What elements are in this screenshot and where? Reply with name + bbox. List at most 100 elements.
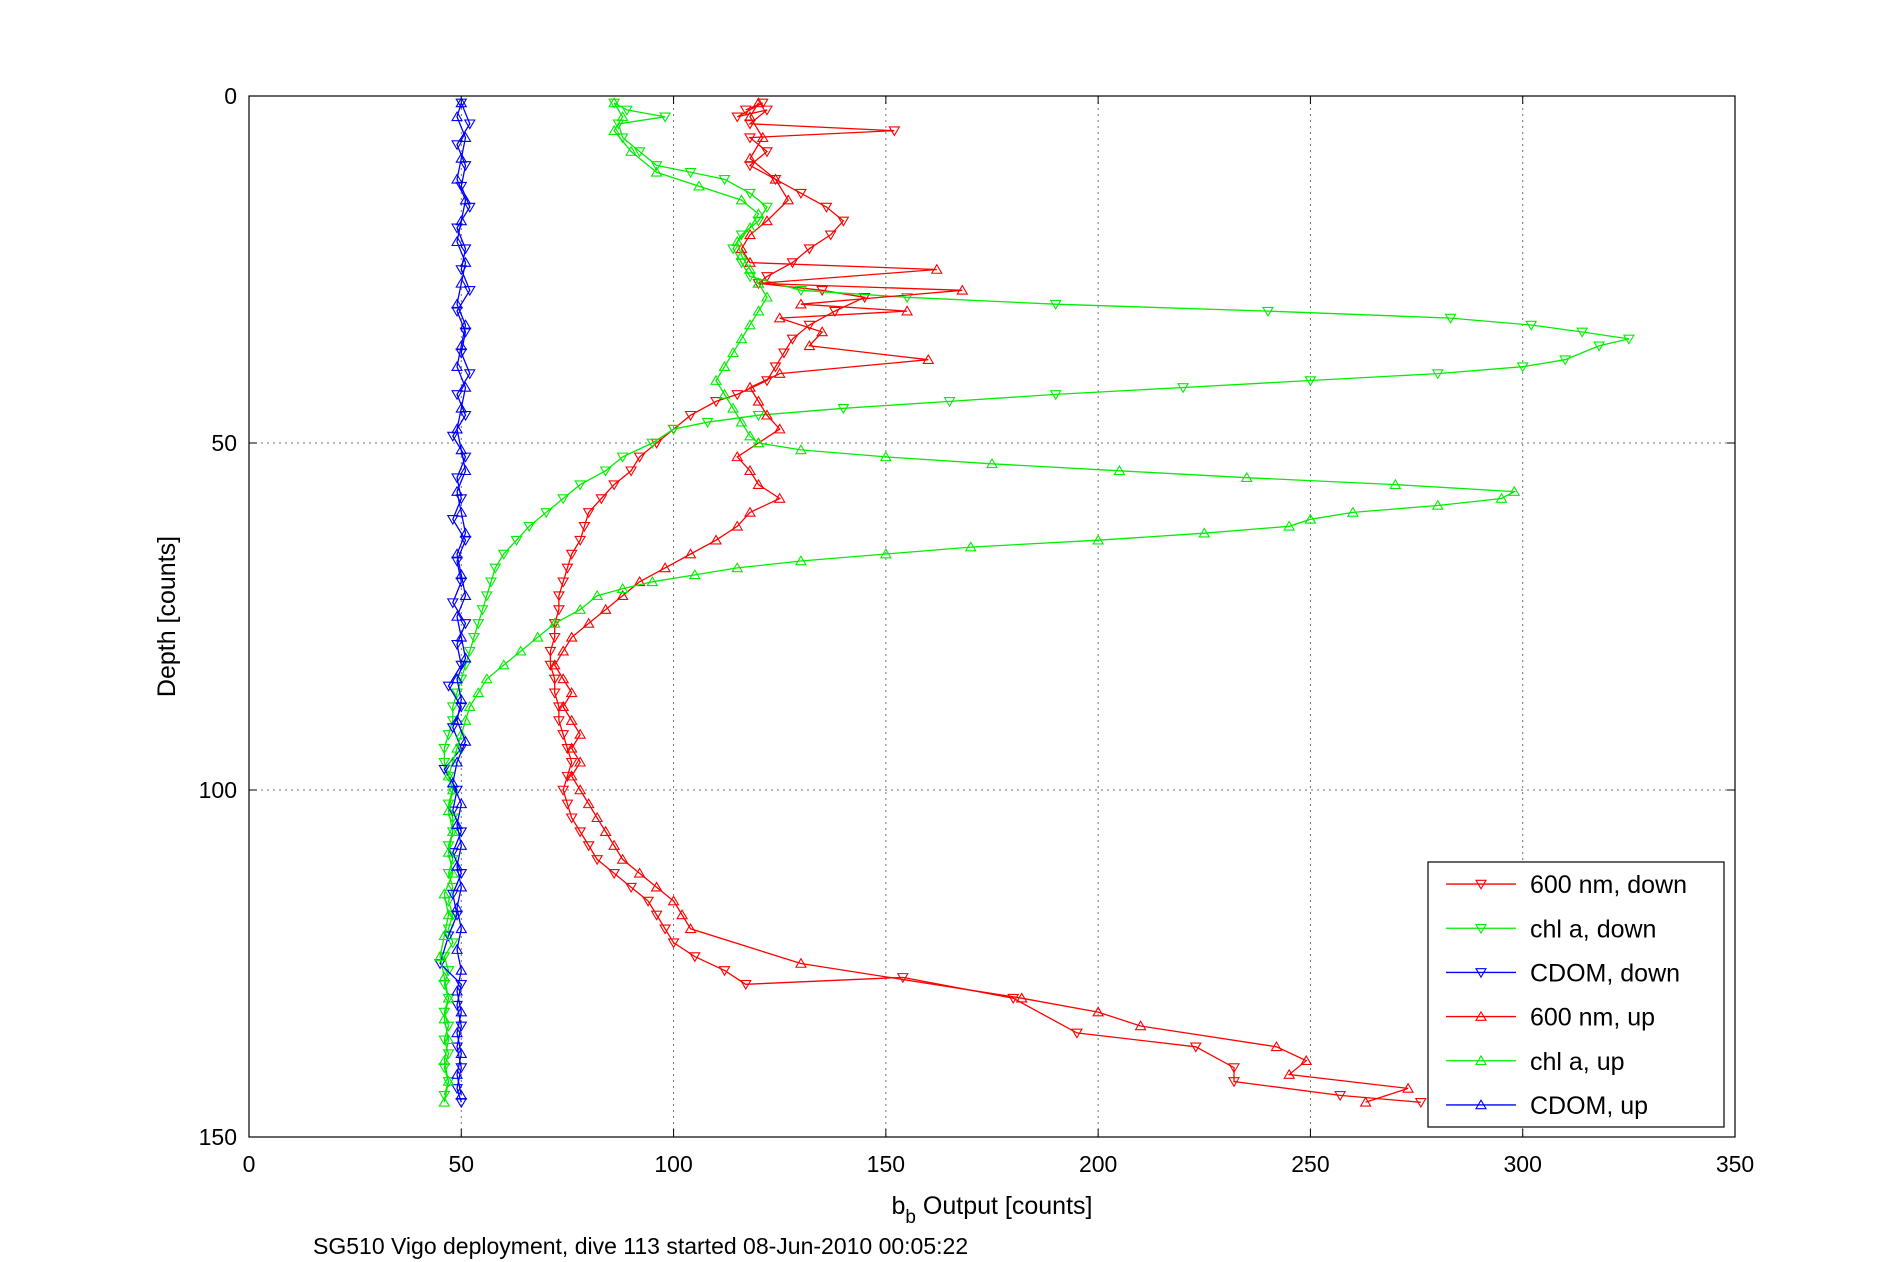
data-point (1622, 334, 1635, 345)
data-point (888, 126, 901, 137)
data-point (446, 702, 459, 713)
data-point (633, 147, 646, 158)
y-tick-label: 50 (211, 430, 237, 456)
data-point (451, 673, 464, 684)
data-point (438, 744, 451, 755)
data-point (595, 494, 608, 505)
data-point (816, 286, 829, 297)
data-point (514, 645, 527, 656)
series-1 (544, 98, 1427, 1109)
data-point (451, 818, 464, 830)
data-point (1007, 993, 1020, 1005)
data-point (773, 367, 786, 378)
data-point (459, 589, 472, 600)
data-point (1177, 383, 1190, 394)
x-tick-label: 0 (243, 1151, 256, 1177)
data-point (591, 811, 604, 823)
data-point (718, 360, 731, 371)
data-point (574, 827, 587, 838)
data-point (684, 548, 697, 559)
data-point (633, 867, 646, 878)
data-point (459, 527, 472, 538)
data-point (667, 938, 680, 949)
data-point (824, 230, 837, 241)
data-point (446, 777, 459, 788)
data-point (565, 742, 578, 753)
data-point (557, 494, 570, 505)
data-point (744, 506, 756, 517)
data-point (455, 277, 468, 288)
data-point (735, 249, 748, 260)
data-point (451, 390, 464, 401)
data-point (489, 563, 502, 574)
data-point (455, 215, 468, 226)
data-point (731, 235, 744, 247)
data-point (442, 681, 455, 692)
data-point (451, 902, 464, 913)
data-point (442, 804, 455, 816)
series-6 (446, 97, 472, 1100)
series-line (452, 102, 467, 1096)
data-point (459, 714, 472, 725)
data-point (761, 409, 773, 420)
data-point (803, 340, 816, 351)
data-point (565, 757, 578, 769)
plot-area (248, 95, 1736, 1138)
data-point (455, 922, 468, 934)
data-point (786, 258, 799, 269)
data-point (540, 508, 553, 519)
data-point (599, 825, 612, 836)
legend-label: 600 nm, down (1530, 871, 1687, 899)
data-point (434, 950, 447, 961)
series-line (439, 102, 1517, 1103)
data-point (574, 480, 587, 491)
data-point (438, 1007, 451, 1018)
x-axis-label-rest: Output [counts] (916, 1192, 1093, 1220)
data-point (561, 744, 574, 755)
data-point (455, 631, 468, 642)
data-point (531, 631, 544, 642)
data-point (752, 437, 765, 448)
legend-item: 600 nm, down (1446, 871, 1687, 899)
data-point (1389, 478, 1402, 489)
data-point (752, 216, 765, 227)
data-point (986, 457, 998, 469)
data-point (642, 896, 655, 907)
data-point (442, 1034, 455, 1045)
x-tick-label: 100 (654, 1151, 692, 1177)
data-point (752, 208, 765, 219)
data-point (434, 959, 447, 970)
data-point (485, 577, 497, 588)
data-point (659, 112, 672, 123)
data-point (718, 174, 731, 186)
data-point (608, 97, 621, 108)
data-point (731, 562, 744, 573)
data-point (744, 119, 756, 130)
data-point (438, 1091, 451, 1102)
data-point (497, 549, 510, 560)
data-point (476, 605, 489, 616)
data-point (731, 112, 744, 123)
data-point (803, 244, 816, 255)
data-point (442, 931, 455, 942)
data-point (752, 478, 765, 489)
data-point (455, 569, 468, 580)
data-point (761, 272, 773, 283)
data-point (552, 702, 565, 713)
data-point (922, 353, 935, 365)
data-point (625, 145, 638, 156)
data-point (803, 320, 816, 331)
data-point (693, 180, 706, 191)
data-point (1049, 299, 1062, 311)
data-point (451, 1068, 464, 1079)
data-point (744, 272, 756, 283)
data-point (438, 888, 451, 899)
data-point (1015, 992, 1028, 1003)
data-point (1270, 1040, 1283, 1052)
data-point (620, 105, 633, 116)
data-point (879, 548, 892, 559)
data-point (744, 222, 756, 233)
data-point (1576, 327, 1589, 338)
data-point (794, 298, 807, 309)
data-point (548, 617, 561, 628)
